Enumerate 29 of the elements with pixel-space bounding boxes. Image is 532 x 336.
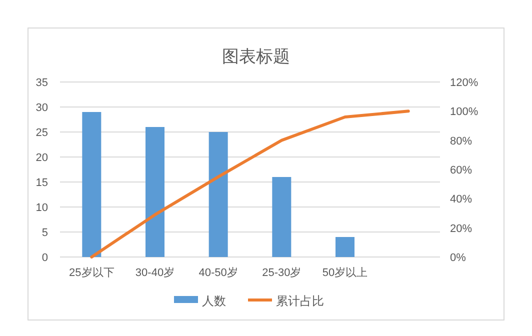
chart-title: 图表标题 bbox=[222, 47, 290, 66]
y2-tick-label: 40% bbox=[450, 194, 472, 206]
line-series bbox=[90, 110, 410, 258]
y-tick-label: 15 bbox=[36, 177, 48, 189]
x-tick-label: 50岁以上 bbox=[322, 266, 368, 279]
y2-tick-label: 80% bbox=[450, 135, 472, 148]
y-tick-label: 0 bbox=[42, 252, 48, 264]
y-tick-label: 20 bbox=[36, 152, 48, 164]
bar bbox=[272, 177, 292, 257]
x-tick-label: 25岁以下 bbox=[69, 266, 114, 279]
y2-tick-label: 100% bbox=[450, 106, 478, 118]
y2-tick-label: 60% bbox=[450, 164, 472, 176]
y2-tick-label: 0% bbox=[450, 252, 466, 264]
y-tick-label: 10 bbox=[36, 202, 48, 214]
y-tick-label: 25 bbox=[36, 127, 48, 139]
y-tick-label: 35 bbox=[36, 77, 48, 89]
x-tick-label: 30-40岁 bbox=[135, 267, 175, 279]
x-tick-label: 40-50岁 bbox=[198, 267, 238, 279]
legend-label: 人数 bbox=[202, 294, 226, 308]
y2-tick-label: 20% bbox=[450, 222, 472, 235]
y2-tick-label: 120% bbox=[450, 77, 478, 89]
bar bbox=[146, 127, 164, 257]
bar bbox=[82, 112, 102, 257]
x-tick-label: 25-30岁 bbox=[262, 267, 302, 279]
bar bbox=[336, 237, 354, 257]
y-tick-label: 5 bbox=[42, 227, 48, 239]
legend-label: 累计占比 bbox=[276, 294, 324, 308]
y-tick-label: 30 bbox=[36, 102, 48, 114]
bar bbox=[208, 132, 228, 257]
